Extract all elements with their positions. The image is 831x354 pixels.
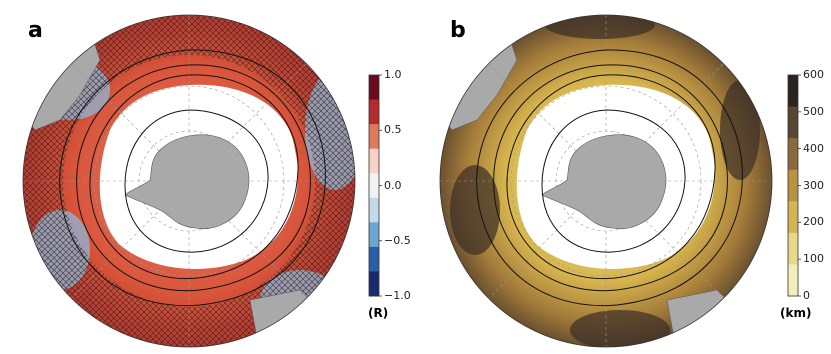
colorbar-swatch: [788, 264, 798, 297]
colorbar-a: [368, 74, 382, 297]
colorbar-swatch: [788, 106, 798, 139]
colorbar-tick-label: 0: [803, 289, 810, 302]
colorbar-tick-label: 300: [803, 178, 824, 192]
colorbar-swatch: [788, 138, 798, 171]
colorbar-unit-a: (R): [368, 306, 389, 320]
colorbar-swatch: [369, 148, 379, 174]
colorbar-swatch: [369, 197, 379, 223]
colorbar-unit-b: (km): [780, 306, 812, 320]
colorbar-tick-label: 400: [803, 141, 824, 155]
colorbar-swatch: [788, 169, 798, 202]
colorbar-swatch: [369, 271, 379, 297]
colorbar-b: [787, 74, 801, 297]
panel-label-a: a: [28, 18, 43, 43]
colorbar-tick-label: 0.0: [384, 178, 402, 192]
colorbar-swatch: [369, 99, 379, 125]
colorbar-tick-label: −1.0: [384, 289, 411, 302]
land-antarctica-b: [541, 134, 667, 230]
colorbar-tick-label: 500: [803, 104, 824, 118]
colorbar-tick-label: −0.5: [384, 233, 411, 247]
colorbar-tick-label: 200: [803, 215, 824, 229]
colorbar-swatch: [369, 173, 379, 199]
front-contours-b: [476, 49, 743, 307]
land-australia-b: [666, 289, 748, 347]
colorbar-tick-label: 0.5: [384, 123, 402, 137]
colorbar-swatch: [788, 75, 798, 108]
colorbar-swatch: [369, 75, 379, 101]
colorbar-swatch: [369, 124, 379, 150]
front-contours-a: [59, 49, 326, 307]
land-africa-b: [746, 39, 772, 96]
colorbar-swatch: [369, 222, 379, 248]
colorbar-tick-label: 600: [803, 68, 824, 81]
colorbar-tick-label: 100: [803, 252, 824, 266]
land-antarctica-a: [124, 134, 250, 230]
colorbar-swatch: [788, 232, 798, 265]
colorbar-swatch: [369, 246, 379, 272]
colorbar-tick-label: 1.0: [384, 68, 402, 81]
panel-label-b: b: [450, 18, 466, 43]
colorbar-swatch: [788, 201, 798, 234]
